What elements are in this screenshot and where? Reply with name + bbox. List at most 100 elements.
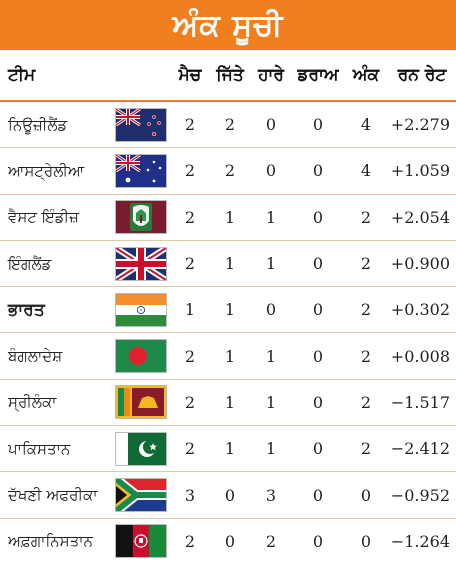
header-played: ਮੈਚ bbox=[170, 50, 210, 102]
played-value: 1 bbox=[170, 286, 210, 333]
team-name: ਇੰਗਲੈਂਡ bbox=[0, 239, 112, 287]
draw-value: 0 bbox=[292, 100, 344, 148]
won-value: 1 bbox=[210, 332, 250, 380]
team-name: ਭਾਰਤ bbox=[0, 286, 112, 333]
won-value: 1 bbox=[210, 425, 250, 472]
played-value: 2 bbox=[170, 517, 210, 564]
bangladesh-flag-icon bbox=[115, 339, 167, 374]
nrr-value: +2.054 bbox=[388, 193, 456, 241]
played-value: 2 bbox=[170, 425, 210, 472]
lost-value: 1 bbox=[250, 425, 292, 472]
table-row: ਵੈਸਟ ਇੰਡੀਜ਼ 2 1 1 0 2 +2.054 bbox=[0, 193, 456, 241]
points-value: 2 bbox=[344, 332, 388, 380]
points-value: 2 bbox=[344, 239, 388, 287]
nrr-value: +2.279 bbox=[388, 100, 456, 148]
new-zealand-flag-icon bbox=[115, 107, 167, 142]
points-value: 0 bbox=[344, 517, 388, 564]
lost-value: 0 bbox=[250, 147, 292, 195]
header-team: ਟੀਮ bbox=[0, 50, 112, 102]
header-nrr: ਰਨ ਰੇਟ bbox=[388, 50, 456, 102]
header-draw: ਡਰਾਅ bbox=[292, 50, 344, 102]
lost-value: 3 bbox=[250, 471, 292, 519]
table-row: ਭਾਰਤ 1 1 0 0 2 +0.302 bbox=[0, 286, 456, 333]
points-value: 4 bbox=[344, 100, 388, 148]
header-points: ਅੰਕ bbox=[344, 50, 388, 102]
england-flag-icon bbox=[115, 246, 167, 281]
won-value: 1 bbox=[210, 378, 250, 426]
points-value: 2 bbox=[344, 425, 388, 472]
west-indies-flag-icon bbox=[115, 200, 167, 235]
won-value: 1 bbox=[210, 239, 250, 287]
nrr-value: −2.412 bbox=[388, 425, 456, 472]
played-value: 2 bbox=[170, 147, 210, 195]
points-table: ਟੀਮ ਮੈਚ ਜਿੱਤੇ ਹਾਰੇ ਡਰਾਅ ਅੰਕ ਰਨ ਰੇਟ ਨਿਊਜ਼… bbox=[0, 50, 456, 564]
pakistan-flag-icon bbox=[115, 431, 167, 466]
won-value: 2 bbox=[210, 100, 250, 148]
played-value: 2 bbox=[170, 239, 210, 287]
lost-value: 2 bbox=[250, 517, 292, 564]
nrr-value: −1.264 bbox=[388, 517, 456, 564]
nrr-value: +0.302 bbox=[388, 286, 456, 333]
points-value: 0 bbox=[344, 471, 388, 519]
nrr-value: +1.059 bbox=[388, 147, 456, 195]
team-name: ਪਾਕਿਸਤਾਨ bbox=[0, 425, 112, 472]
nrr-value: −1.517 bbox=[388, 378, 456, 426]
draw-value: 0 bbox=[292, 286, 344, 333]
draw-value: 0 bbox=[292, 193, 344, 241]
sri-lanka-flag-icon bbox=[115, 385, 167, 420]
draw-value: 0 bbox=[292, 147, 344, 195]
header-won: ਜਿੱਤੇ bbox=[210, 50, 250, 102]
played-value: 2 bbox=[170, 100, 210, 148]
lost-value: 0 bbox=[250, 286, 292, 333]
south-africa-flag-icon bbox=[115, 478, 167, 513]
played-value: 2 bbox=[170, 193, 210, 241]
draw-value: 0 bbox=[292, 378, 344, 426]
won-value: 0 bbox=[210, 517, 250, 564]
australia-flag-icon bbox=[115, 153, 167, 188]
won-value: 1 bbox=[210, 193, 250, 241]
team-name: ਬੰਗਲਾਦੇਸ਼ bbox=[0, 332, 112, 380]
won-value: 1 bbox=[210, 286, 250, 333]
points-value: 2 bbox=[344, 193, 388, 241]
nrr-value: +0.900 bbox=[388, 239, 456, 287]
table-header-row: ਟੀਮ ਮੈਚ ਜਿੱਤੇ ਹਾਰੇ ਡਰਾਅ ਅੰਕ ਰਨ ਰੇਟ bbox=[0, 50, 456, 102]
points-value: 2 bbox=[344, 286, 388, 333]
table-row: ਇੰਗਲੈਂਡ 2 1 1 0 2 +0. bbox=[0, 239, 456, 287]
draw-value: 0 bbox=[292, 239, 344, 287]
lost-value: 1 bbox=[250, 193, 292, 241]
team-name: ਆਸਟ੍ਰੇਲੀਆ bbox=[0, 147, 112, 195]
nrr-value: +0.008 bbox=[388, 332, 456, 380]
table-row: ਸ੍ਰੀਲੰਕਾ 2 1 1 0 2 −1.517 bbox=[0, 378, 456, 426]
lost-value: 1 bbox=[250, 378, 292, 426]
header-flag bbox=[112, 50, 170, 102]
draw-value: 0 bbox=[292, 332, 344, 380]
team-name: ਅਫ਼ਗਾਨਿਸਤਾਨ bbox=[0, 517, 112, 564]
won-value: 0 bbox=[210, 471, 250, 519]
draw-value: 0 bbox=[292, 471, 344, 519]
table-row: ਨਿਊਜ਼ੀਲੈਂਡ bbox=[0, 100, 456, 148]
title-bar: ਅੰਕ ਸੂਚੀ bbox=[0, 0, 456, 50]
india-flag-icon bbox=[115, 292, 167, 327]
table-row: ਪਾਕਿਸਤਾਨ 2 1 1 0 2 −2.412 bbox=[0, 425, 456, 472]
draw-value: 0 bbox=[292, 425, 344, 472]
table-row: ਅਫ਼ਗਾਨਿਸਤਾਨ 2 0 2 0 0 −1.264 bbox=[0, 517, 456, 564]
table-row: ਬੰਗਲਾਦੇਸ਼ 2 1 1 0 2 +0.008 bbox=[0, 332, 456, 380]
team-name: ਦੱਖਣੀ ਅਫਰੀਕਾ bbox=[0, 471, 112, 519]
lost-value: 1 bbox=[250, 239, 292, 287]
table-row: ਆਸਟ੍ਰੇਲੀਆ bbox=[0, 147, 456, 195]
won-value: 2 bbox=[210, 147, 250, 195]
team-name: ਨਿਊਜ਼ੀਲੈਂਡ bbox=[0, 100, 112, 148]
page-title: ਅੰਕ ਸੂਚੀ bbox=[172, 7, 284, 43]
draw-value: 0 bbox=[292, 517, 344, 564]
team-name: ਵੈਸਟ ਇੰਡੀਜ਼ bbox=[0, 193, 112, 241]
header-lost: ਹਾਰੇ bbox=[250, 50, 292, 102]
played-value: 2 bbox=[170, 378, 210, 426]
played-value: 2 bbox=[170, 332, 210, 380]
table-row: ਦੱਖਣੀ ਅਫਰੀਕਾ 3 0 3 0 bbox=[0, 471, 456, 519]
afghanistan-flag-icon bbox=[115, 524, 167, 559]
lost-value: 0 bbox=[250, 100, 292, 148]
points-value: 2 bbox=[344, 378, 388, 426]
played-value: 3 bbox=[170, 471, 210, 519]
lost-value: 1 bbox=[250, 332, 292, 380]
